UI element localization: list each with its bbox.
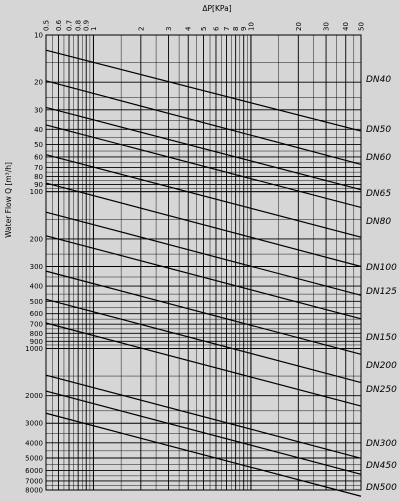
- left-tick-label: 3000: [25, 420, 43, 428]
- left-tick-label: 8000: [25, 487, 43, 495]
- series-line-dn60: [45, 106, 362, 191]
- label-dn250: DN250: [366, 385, 397, 395]
- left-tick-label: 500: [30, 298, 43, 306]
- top-tick-label: 4: [185, 26, 193, 31]
- series-line-dn100: [45, 182, 362, 268]
- label-dn200: DN200: [366, 361, 397, 371]
- label-dn125: DN125: [366, 287, 397, 297]
- top-tick-label: 30: [323, 22, 331, 31]
- left-tick-label: 700: [30, 321, 43, 329]
- label-dn100: DN100: [366, 263, 397, 273]
- top-tick-label: 0.9: [83, 20, 91, 31]
- label-dn500: DN500: [366, 483, 397, 493]
- left-tick-label: 50: [34, 141, 43, 149]
- left-tick-label: 4000: [25, 439, 43, 447]
- series-line-dn300: [45, 322, 362, 407]
- left-tick-label: 400: [30, 283, 43, 291]
- left-tick-label: 100: [30, 188, 43, 196]
- label-dn60: DN60: [366, 153, 391, 163]
- left-tick-label: 5000: [25, 455, 43, 463]
- top-tick-label: 0.5: [43, 20, 51, 31]
- left-tick-label: 40: [34, 126, 43, 134]
- top-tick-label: 0.7: [66, 20, 74, 31]
- left-tick-label: 80: [34, 173, 43, 181]
- top-tick-label: 5: [200, 27, 208, 31]
- left-tick-label: 200: [30, 235, 43, 243]
- series-line-dn450: [45, 374, 362, 459]
- left-tick-label: 6000: [25, 467, 43, 475]
- left-tick-label: 30: [34, 106, 43, 114]
- left-tick-label: 10: [34, 32, 43, 40]
- label-dn80: DN80: [366, 217, 391, 227]
- top-tick-label: 6: [212, 26, 220, 31]
- top-tick-label: 40: [342, 22, 350, 31]
- top-tick-label: 0.8: [75, 20, 83, 31]
- left-tick-label: 90: [34, 181, 43, 189]
- top-tick-label: 0.6: [55, 19, 63, 31]
- left-tick-label: 900: [30, 338, 43, 346]
- series-line-dn40: [45, 49, 362, 132]
- left-tick-label: 600: [30, 310, 43, 318]
- series-line-dn150: [45, 235, 362, 320]
- left-tick-label: 60: [34, 153, 43, 161]
- top-tick-label: 1: [90, 27, 98, 31]
- series-line-dn500: [45, 390, 362, 475]
- label-dn50: DN50: [366, 125, 391, 135]
- dn-labels: DN40 DN50 DN60 DN65 DN80 DN100 DN125 DN1…: [366, 75, 397, 493]
- series-line-dn125: [45, 211, 362, 296]
- top-tick-label: 7: [223, 27, 231, 31]
- grid: [45, 34, 362, 491]
- left-tick-label: 1000: [25, 345, 43, 353]
- left-tick-label: 70: [34, 164, 43, 172]
- series-line-dn80: [45, 154, 362, 238]
- top-tick-label: 50: [358, 22, 366, 31]
- series-line-dn200: [45, 270, 362, 355]
- label-dn450: DN450: [366, 461, 397, 471]
- top-tick-label: 9: [240, 27, 248, 31]
- label-dn300: DN300: [366, 439, 397, 449]
- label-dn65: DN65: [366, 189, 391, 199]
- label-dn40: DN40: [366, 75, 391, 85]
- top-axis-label: ΔP[KPa]: [202, 4, 231, 13]
- left-tick-label: 20: [34, 79, 43, 87]
- top-tick-label: 3: [165, 27, 173, 31]
- series-lines: [45, 49, 362, 497]
- top-tick-label: 2: [137, 27, 145, 31]
- tick-labels: 0.5 0.6 0.7 0.8 0.9 1 2 3 4 5 6 7 8 9 10 20 30 40 50102030…: [25, 19, 365, 494]
- label-dn150: DN150: [366, 333, 397, 343]
- series-line-dn50: [45, 80, 362, 166]
- left-tick-label: 800: [30, 330, 43, 338]
- top-tick-label: 8: [232, 27, 240, 31]
- top-tick-label: 20: [295, 22, 303, 31]
- series-line-dn250: [45, 298, 362, 384]
- top-tick-label: 10: [247, 22, 255, 31]
- left-tick-label: 2000: [25, 392, 43, 400]
- series-line-dn600: [45, 412, 362, 497]
- series-line-dn65: [45, 124, 362, 209]
- left-axis-label: Water Flow Q [m³/h]: [4, 162, 13, 238]
- left-tick-label: 300: [30, 263, 43, 271]
- left-tick-label: 7000: [25, 477, 43, 485]
